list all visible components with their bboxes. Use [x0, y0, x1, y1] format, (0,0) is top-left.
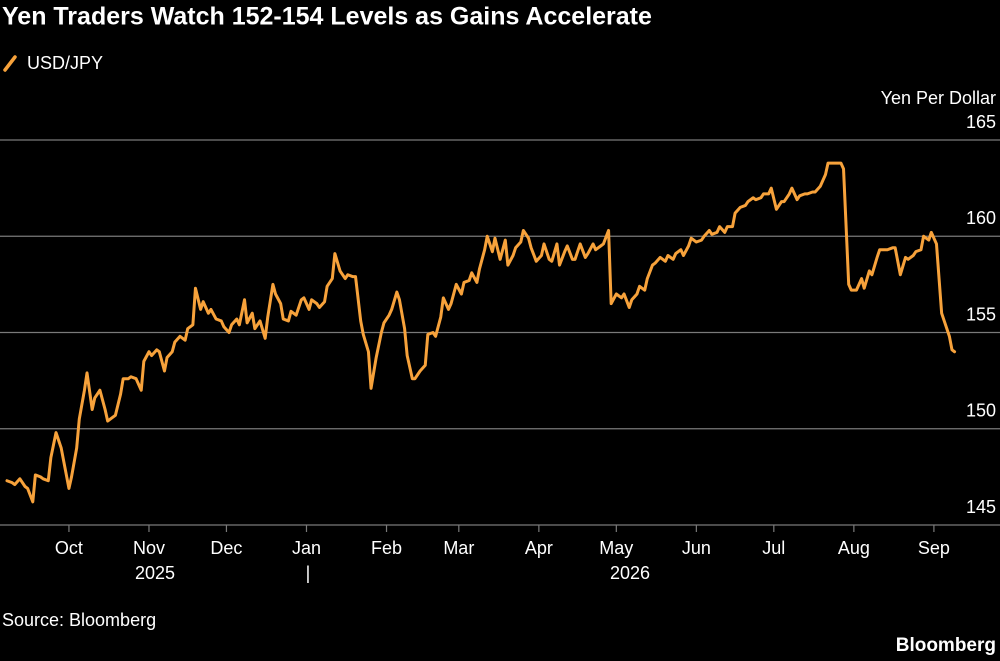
x-tick-label: Dec — [210, 538, 242, 558]
x-year-label: 2025 — [135, 563, 175, 583]
source: Source: Bloomberg — [2, 610, 156, 630]
x-tick-label: Jan — [292, 538, 321, 558]
x-tick-label: Feb — [371, 538, 402, 558]
x-year-label: 2026 — [610, 563, 650, 583]
y-tick-label: 155 — [966, 304, 996, 324]
y-tick-label: 160 — [966, 208, 996, 228]
x-tick-label: Jul — [762, 538, 785, 558]
data-line — [5, 161, 957, 504]
y-tick-label: 165 — [966, 112, 996, 132]
y-tick-label: 150 — [966, 401, 996, 421]
x-year-label: | — [306, 563, 311, 583]
chart-title: Yen Traders Watch 152-154 Levels as Gain… — [2, 3, 652, 31]
x-tick-label: May — [599, 538, 633, 558]
y-tick-label: 145 — [966, 497, 996, 517]
x-tick-label: Mar — [443, 538, 474, 558]
x-tick-label: Nov — [133, 538, 165, 558]
y-axis-label: Yen Per Dollar — [881, 88, 996, 108]
brand: Bloomberg — [896, 635, 996, 656]
legend-swatch — [3, 55, 17, 72]
x-tick-label: Apr — [525, 538, 553, 558]
x-tick-label: Jun — [682, 538, 711, 558]
x-tick-label: Sep — [918, 538, 950, 558]
x-tick-label: Oct — [55, 538, 83, 558]
legend-label: USD/JPY — [27, 53, 103, 73]
x-tick-label: Aug — [838, 538, 870, 558]
